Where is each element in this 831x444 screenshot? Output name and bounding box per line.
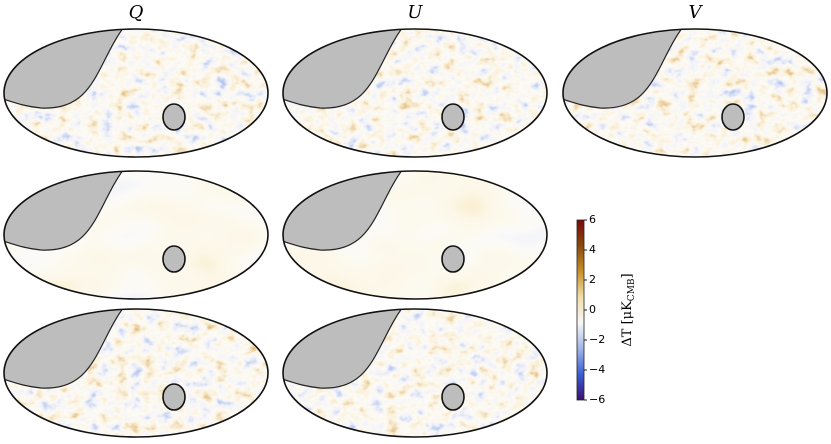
- map-outline: [3, 170, 269, 300]
- colorbar-tick-label: 4: [589, 243, 596, 256]
- colorbar-scale: [576, 219, 585, 401]
- colorbar-tick-label: 6: [589, 213, 596, 226]
- mask-hole: [441, 103, 465, 131]
- label-close: ]: [620, 273, 635, 278]
- label-main: ΔT [μK: [620, 301, 635, 347]
- mask-hole: [162, 103, 186, 131]
- colorbar-label: ΔT [μKCMB]: [620, 273, 637, 346]
- map-outline: [3, 308, 269, 438]
- map-outline: [562, 28, 828, 158]
- mask-hole: [162, 245, 186, 273]
- map-outline: [282, 170, 548, 300]
- mask-hole: [162, 383, 186, 411]
- sky-map: [4, 29, 268, 157]
- column-title: V: [689, 2, 704, 23]
- colorbar-tick-label: −2: [589, 333, 605, 346]
- mask-hole: [441, 245, 465, 273]
- mask-hole: [721, 103, 745, 131]
- map-outline: [282, 28, 548, 158]
- colorbar-tick-label: −6: [589, 393, 605, 406]
- colorbar-tick-label: −4: [589, 363, 605, 376]
- maps: [3, 28, 828, 438]
- mask-hole: [441, 383, 465, 411]
- column-title: Q: [129, 2, 144, 23]
- map-outline: [3, 28, 269, 158]
- label-subscript: CMB: [627, 278, 637, 301]
- colorbar-tick-label: 0: [589, 303, 596, 316]
- map-outline: [282, 308, 548, 438]
- column-title: U: [407, 2, 423, 23]
- colorbar-tick-label: 2: [589, 273, 596, 286]
- colorbar: −6 −4 −2 0 2 4 6 ΔT [μKCMB]: [576, 213, 637, 406]
- sky-map: [563, 29, 827, 157]
